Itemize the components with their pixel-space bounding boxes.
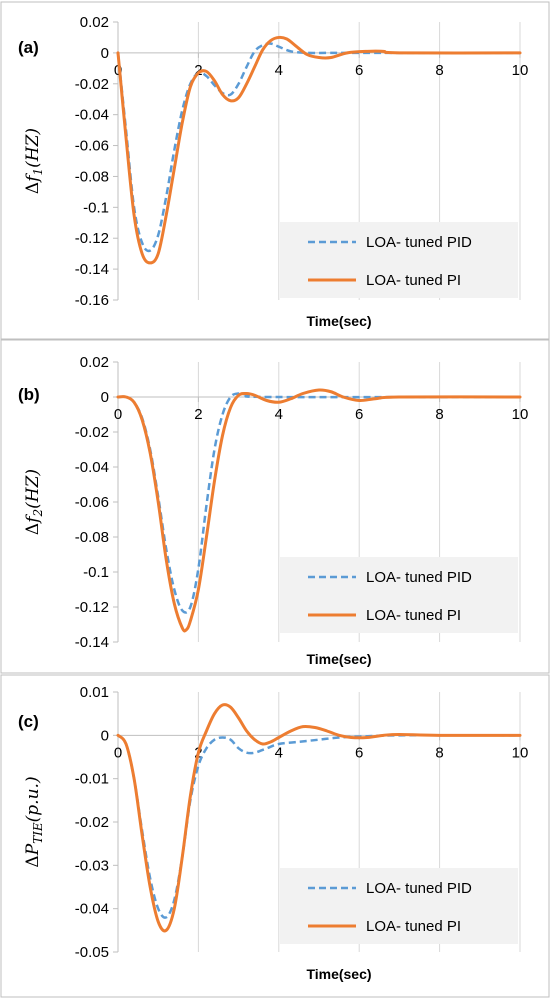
x-tick-label: 4 [275,62,283,79]
x-tick-label: 0 [114,744,122,761]
y-tick-label: -0.08 [75,168,109,185]
legend-label: LOA- tuned PI [366,918,461,935]
y-tick-label: -0.06 [75,494,109,511]
x-tick-label: 4 [275,744,283,761]
x-tick-label: 2 [194,406,202,423]
panel-2: 0.010-0.01-0.02-0.03-0.04-0.050 2 4 6 8 10LOA… [0,674,550,998]
panel-label: (c) [18,712,39,731]
x-tick-label: 0 [114,406,122,423]
y-tick-label: -0.08 [75,529,109,546]
y-axis-label: ΔPTIE(p.u.) [23,776,45,867]
x-axis-label: Time(sec) [306,313,371,329]
x-tick-label: 8 [435,62,443,79]
legend-label: LOA- tuned PID [366,569,472,586]
x-tick-label: 6 [355,406,363,423]
legend-label: LOA- tuned PID [366,880,472,897]
y-tick-label: -0.02 [75,814,109,831]
legend-label: LOA- tuned PI [366,607,461,624]
x-tick-label: 0 [114,62,122,79]
panel-1: 0.02 0 -0.02 -0.04 -0.06 -0.08 -0.1 -0.12 -0.14 0… [0,339,550,674]
y-tick-label: 0 [101,389,109,406]
x-tick-label: 6 [355,62,363,79]
x-tick-label: 8 [435,744,443,761]
series-line-pi [116,35,522,265]
legend-label: LOA- tuned PI [366,272,461,289]
series-line-pid [117,733,521,919]
series-line-pi [116,703,522,933]
legend-box [280,868,518,944]
legend-label: LOA- tuned PID [366,234,472,251]
x-tick-label: 2 [194,62,202,79]
y-tick-label: -0.1 [83,199,109,216]
y-tick-label: -0.1 [83,564,109,581]
y-tick-label: -0.04 [75,901,109,918]
y-tick-label: -0.16 [75,292,109,309]
y-axis-label: Δf1(HZ) [23,128,45,194]
legend-box [280,222,518,298]
y-tick-label: 0 [101,727,109,744]
y-tick-label: -0.03 [75,857,109,874]
x-tick-label: 6 [355,744,363,761]
legend-box [280,557,518,633]
y-tick-label: -0.12 [75,599,109,616]
y-tick-label: 0.01 [80,684,109,701]
x-tick-label: 8 [435,406,443,423]
y-tick-label: -0.04 [75,107,109,124]
y-tick-label: 0.02 [80,14,109,31]
y-tick-label: -0.06 [75,138,109,155]
y-tick-label: -0.12 [75,230,109,247]
x-tick-label: 10 [512,406,529,423]
y-tick-label: -0.01 [75,771,109,788]
x-tick-label: 10 [512,62,529,79]
series-line-pi [116,388,522,633]
y-tick-label: -0.04 [75,459,109,476]
x-axis-label: Time(sec) [306,651,371,667]
y-tick-label: -0.14 [75,634,109,651]
y-tick-label: 0.02 [80,354,109,371]
panel-0: 0.02 0 -0.02 -0.04 -0.06 -0.08 -0.1 -0.12 -0.14 -… [0,1,550,340]
x-tick-label: 10 [512,744,529,761]
y-tick-label: -0.02 [75,76,109,93]
y-tick-label: -0.05 [75,944,109,961]
x-axis-label: Time(sec) [306,966,371,982]
y-tick-label: 0 [101,45,109,62]
panel-label: (b) [18,385,40,404]
y-axis-label: Δf2(HZ) [23,469,45,535]
panel-label: (a) [18,38,39,57]
x-tick-label: 4 [275,406,283,423]
y-tick-label: -0.14 [75,261,109,278]
y-tick-label: -0.02 [75,424,109,441]
